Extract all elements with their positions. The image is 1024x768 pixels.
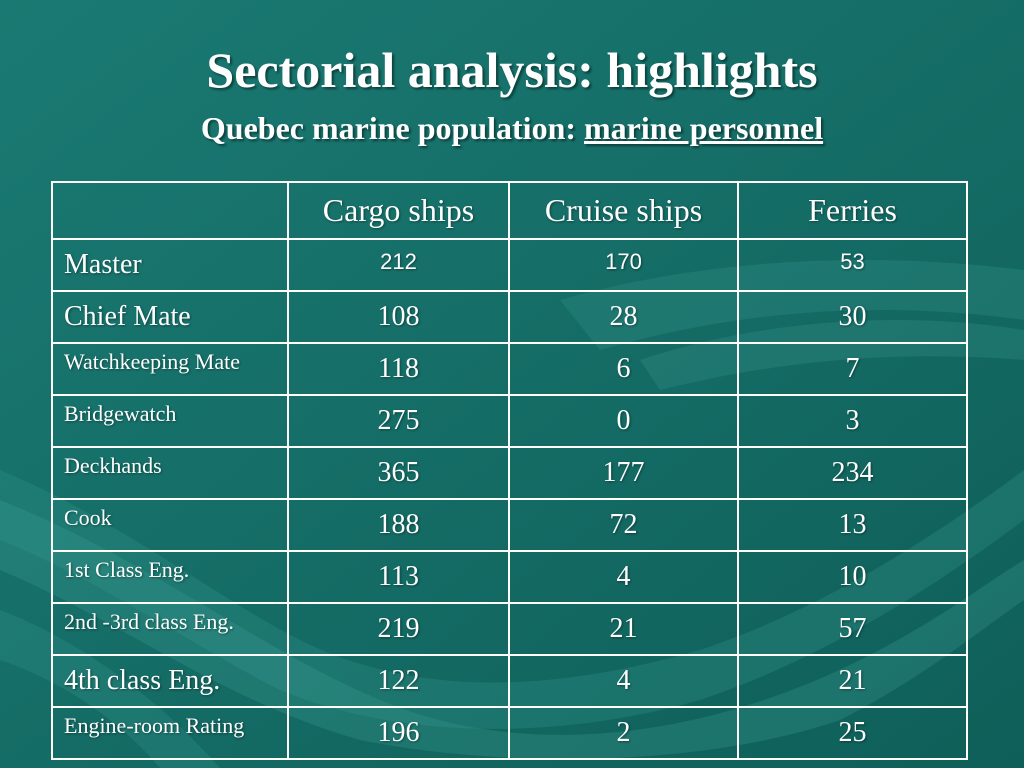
cell-cargo: 212 [287, 238, 510, 292]
table-row: Engine-room Rating 196 2 25 [51, 706, 968, 760]
cell-ferries: 234 [737, 446, 968, 500]
cell-ferries: 25 [737, 706, 968, 760]
cell-ferries: 10 [737, 550, 968, 604]
cell-ferries: 53 [737, 238, 968, 292]
cell-ferries: 7 [737, 342, 968, 396]
table-row: Deckhands 365 177 234 [51, 446, 968, 500]
row-label: Cook [51, 498, 289, 552]
cell-cruise: 28 [508, 290, 739, 344]
cell-cargo: 113 [287, 550, 510, 604]
cell-cruise: 72 [508, 498, 739, 552]
row-label: Watchkeeping Mate [51, 342, 289, 396]
header-ferries: Ferries [737, 181, 968, 240]
row-label: Bridgewatch [51, 394, 289, 448]
cell-cargo: 122 [287, 654, 510, 708]
cell-cruise: 170 [508, 238, 739, 292]
cell-ferries: 57 [737, 602, 968, 656]
slide-subtitle: Quebec marine population: marine personn… [0, 108, 1024, 148]
table-row: Watchkeeping Mate 118 6 7 [51, 342, 968, 396]
cell-cruise: 177 [508, 446, 739, 500]
cell-ferries: 21 [737, 654, 968, 708]
cell-cargo: 196 [287, 706, 510, 760]
cell-ferries: 30 [737, 290, 968, 344]
cell-cruise: 2 [508, 706, 739, 760]
cell-ferries: 3 [737, 394, 968, 448]
cell-cruise: 21 [508, 602, 739, 656]
row-label: Engine-room Rating [51, 706, 289, 760]
cell-cargo: 275 [287, 394, 510, 448]
cell-ferries: 13 [737, 498, 968, 552]
cell-cargo: 108 [287, 290, 510, 344]
table-row: Chief Mate 108 28 30 [51, 290, 968, 344]
cell-cruise: 6 [508, 342, 739, 396]
row-label: Deckhands [51, 446, 289, 500]
header-cargo-ships: Cargo ships [287, 181, 510, 240]
header-cell-empty [51, 181, 289, 240]
cell-cargo: 365 [287, 446, 510, 500]
cell-cruise: 4 [508, 654, 739, 708]
header-cruise-ships: Cruise ships [508, 181, 739, 240]
table-header-row: Cargo ships Cruise ships Ferries [51, 181, 968, 240]
row-label: 4th class Eng. [51, 654, 289, 708]
subtitle-emphasis: marine personnel [584, 110, 824, 146]
subtitle-prefix: Quebec marine population: [200, 110, 585, 146]
cell-cargo: 118 [287, 342, 510, 396]
cell-cargo: 219 [287, 602, 510, 656]
row-label: 2nd -3rd class Eng. [51, 602, 289, 656]
slide-title: Sectorial analysis: highlights [206, 42, 818, 98]
table-row: 4th class Eng. 122 4 21 [51, 654, 968, 708]
row-label: Master [51, 238, 289, 292]
table-row: Cook 188 72 13 [51, 498, 968, 552]
table-row: Bridgewatch 275 0 3 [51, 394, 968, 448]
cell-cruise: 0 [508, 394, 739, 448]
table-row: 1st Class Eng. 113 4 10 [51, 550, 968, 604]
cell-cargo: 188 [287, 498, 510, 552]
table-row: Master 212 170 53 [51, 238, 968, 292]
row-label: Chief Mate [51, 290, 289, 344]
personnel-table: Cargo ships Cruise ships Ferries Master … [51, 181, 968, 760]
row-label: 1st Class Eng. [51, 550, 289, 604]
cell-cruise: 4 [508, 550, 739, 604]
table-row: 2nd -3rd class Eng. 219 21 57 [51, 602, 968, 656]
